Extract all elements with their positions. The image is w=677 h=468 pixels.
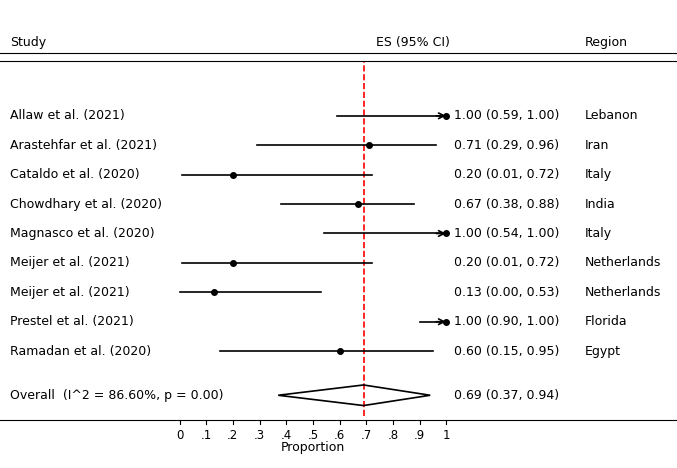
Text: Region: Region [585, 36, 628, 49]
Text: Meijer et al. (2021): Meijer et al. (2021) [10, 256, 130, 270]
Text: Italy: Italy [585, 227, 612, 240]
Text: ES (95% CI): ES (95% CI) [376, 36, 450, 49]
Text: Chowdhary et al. (2020): Chowdhary et al. (2020) [10, 197, 162, 211]
Text: Netherlands: Netherlands [585, 286, 661, 299]
Text: 0.60 (0.15, 0.95): 0.60 (0.15, 0.95) [454, 344, 559, 358]
Text: Ramadan et al. (2020): Ramadan et al. (2020) [10, 344, 152, 358]
Text: 0: 0 [176, 429, 183, 441]
Text: 1.00 (0.54, 1.00): 1.00 (0.54, 1.00) [454, 227, 559, 240]
Text: Overall  (I^2 = 86.60%, p = 0.00): Overall (I^2 = 86.60%, p = 0.00) [10, 389, 224, 402]
Text: 1.00 (0.90, 1.00): 1.00 (0.90, 1.00) [454, 315, 559, 328]
Text: 0.69 (0.37, 0.94): 0.69 (0.37, 0.94) [454, 389, 559, 402]
Text: Egypt: Egypt [585, 344, 621, 358]
Text: .1: .1 [200, 429, 212, 441]
Text: Netherlands: Netherlands [585, 256, 661, 270]
Text: Prestel et al. (2021): Prestel et al. (2021) [10, 315, 134, 328]
Text: Iran: Iran [585, 139, 609, 152]
Text: Arastehfar et al. (2021): Arastehfar et al. (2021) [10, 139, 157, 152]
Text: .3: .3 [254, 429, 265, 441]
Text: Italy: Italy [585, 168, 612, 181]
Text: 0.20 (0.01, 0.72): 0.20 (0.01, 0.72) [454, 256, 559, 270]
Text: .6: .6 [334, 429, 345, 441]
Text: .9: .9 [414, 429, 425, 441]
Text: Magnasco et al. (2020): Magnasco et al. (2020) [10, 227, 155, 240]
Text: Meijer et al. (2021): Meijer et al. (2021) [10, 286, 130, 299]
Text: Florida: Florida [585, 315, 628, 328]
Text: .7: .7 [361, 429, 372, 441]
Text: Proportion: Proportion [281, 441, 345, 454]
Text: .2: .2 [227, 429, 238, 441]
Text: Lebanon: Lebanon [585, 110, 638, 122]
Text: .4: .4 [280, 429, 292, 441]
Text: Cataldo et al. (2020): Cataldo et al. (2020) [10, 168, 140, 181]
Text: Allaw et al. (2021): Allaw et al. (2021) [10, 110, 125, 122]
Text: .8: .8 [387, 429, 399, 441]
Text: 0.71 (0.29, 0.96): 0.71 (0.29, 0.96) [454, 139, 559, 152]
Text: 0.20 (0.01, 0.72): 0.20 (0.01, 0.72) [454, 168, 559, 181]
Text: India: India [585, 197, 615, 211]
Text: 0.13 (0.00, 0.53): 0.13 (0.00, 0.53) [454, 286, 559, 299]
Text: .5: .5 [307, 429, 318, 441]
Text: 0.67 (0.38, 0.88): 0.67 (0.38, 0.88) [454, 197, 559, 211]
Text: 1.00 (0.59, 1.00): 1.00 (0.59, 1.00) [454, 110, 559, 122]
Text: 1: 1 [443, 429, 450, 441]
Text: Study: Study [10, 36, 47, 49]
